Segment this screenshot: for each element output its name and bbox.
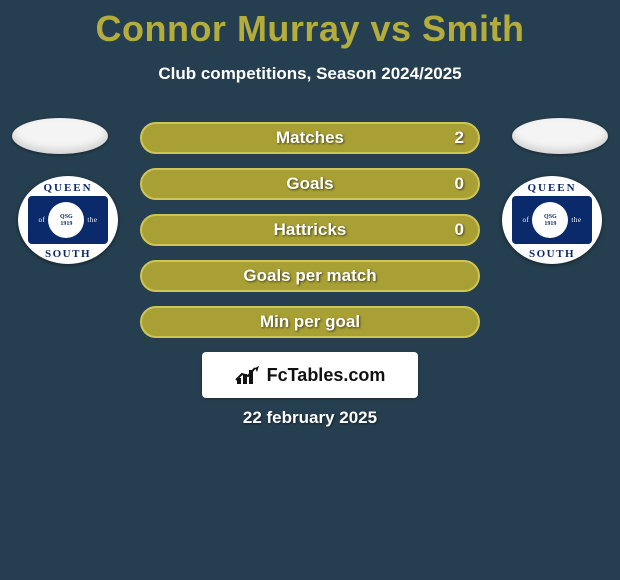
subtitle: Club competitions, Season 2024/2025 [0,64,620,84]
stat-label: Goals [286,174,333,194]
stat-bar: Min per goal [140,306,480,338]
stat-label: Matches [276,128,344,148]
stat-value: 2 [455,128,464,148]
stat-label: Hattricks [274,220,347,240]
chart-icon [235,364,261,386]
crest-top-text: QUEEN [18,182,118,194]
crest-left-word: of [520,216,533,224]
crest-band: of QSG 1919 the [28,196,108,244]
crest-left-word: of [36,216,49,224]
crest-core-bottom: 1919 [544,221,556,227]
crest-core: QSG 1919 [48,202,84,238]
brand-text: FcTables.com [267,365,386,386]
crest-bottom-text: SOUTH [18,248,118,260]
crest-core: QSG 1919 [532,202,568,238]
player-left-placeholder [12,118,108,154]
page-title: Connor Murray vs Smith [0,0,620,50]
stat-label: Goals per match [243,266,376,286]
stat-bar: Goals 0 [140,168,480,200]
stat-bar: Hattricks 0 [140,214,480,246]
date-text: 22 february 2025 [0,408,620,428]
stat-bar: Goals per match [140,260,480,292]
crest-core-bottom: 1919 [60,221,72,227]
stat-value: 0 [455,174,464,194]
club-crest-left: QUEEN of QSG 1919 the SOUTH [18,176,118,264]
stat-bar: Matches 2 [140,122,480,154]
crest-bottom-text: SOUTH [502,248,602,260]
stat-bars: Matches 2 Goals 0 Hattricks 0 Goals per … [140,122,480,338]
crest-right-word: the [84,216,100,224]
crest-core-top: QSG [60,214,73,220]
crest-top-text: QUEEN [502,182,602,194]
brand-badge[interactable]: FcTables.com [202,352,418,398]
stat-label: Min per goal [260,312,360,332]
crest-core-top: QSG [544,214,557,220]
crest-band: of QSG 1919 the [512,196,592,244]
club-crest-right: QUEEN of QSG 1919 the SOUTH [502,176,602,264]
crest-right-word: the [568,216,584,224]
stat-value: 0 [455,220,464,240]
player-right-placeholder [512,118,608,154]
comparison-card: Connor Murray vs Smith Club competitions… [0,0,620,580]
